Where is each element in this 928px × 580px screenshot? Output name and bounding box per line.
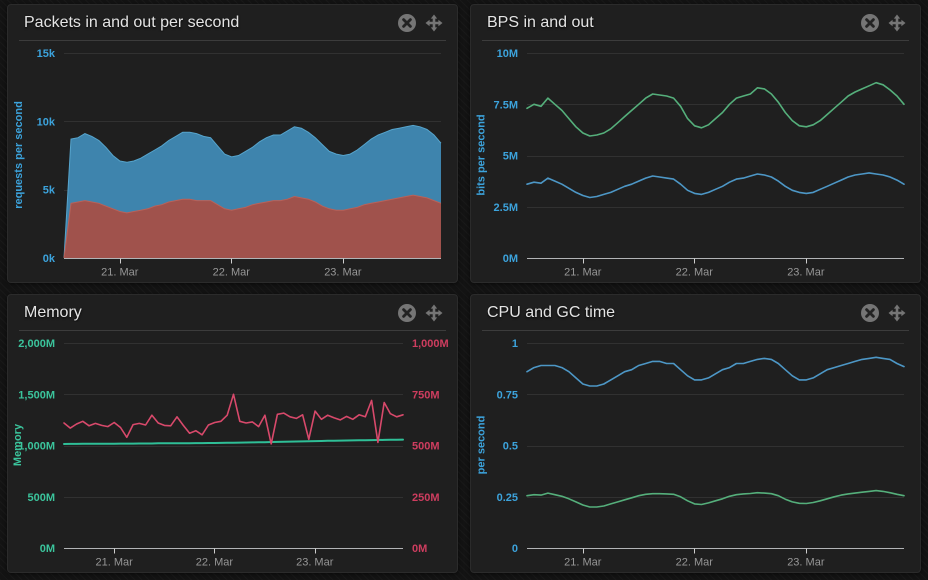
green-line-series [63, 438, 404, 445]
panel-title: Packets in and out per second [24, 14, 240, 31]
move-icon[interactable] [424, 303, 444, 323]
red-area-series [64, 195, 441, 259]
close-icon[interactable] [397, 303, 417, 323]
x-tick-label: 23. Mar [787, 557, 825, 569]
panel-title: BPS in and out [487, 14, 594, 31]
red-area-series-edge [63, 194, 442, 259]
y-tick-label: 0.5 [503, 441, 518, 453]
x-tick-label: 21. Mar [564, 267, 602, 279]
chart-plot[interactable]: 0M 500M 1,000M 1,500M 2,000M 0M 250M 500M 750M 1,… [8, 331, 457, 572]
y2-tick-label: 0M [412, 543, 427, 555]
y2-tick-label: 1,000M [412, 338, 449, 350]
x-tick-label: 21. Mar [101, 267, 139, 279]
y-tick-label: 7.5M [494, 99, 518, 111]
panel-title: CPU and GC time [487, 304, 616, 321]
panel-title: Memory [24, 304, 82, 321]
x-tick-label: 21. Mar [95, 557, 133, 569]
y-tick-label: 0.75 [497, 389, 518, 401]
y-tick-label: 1 [512, 338, 518, 350]
y-tick-label: 15k [37, 48, 56, 60]
panel-header: Memory [19, 295, 446, 331]
x-tick-label: 23. Mar [296, 557, 334, 569]
blue-area-series-edge [63, 124, 442, 259]
y2-tick-label: 500M [412, 441, 440, 453]
green-line-series [526, 489, 905, 508]
panel-actions [860, 303, 907, 323]
blue-line-series [526, 356, 905, 387]
y-tick-label: 2.5M [494, 202, 518, 214]
panel-actions [397, 13, 444, 33]
y-tick-label: 500M [27, 492, 55, 504]
close-icon[interactable] [860, 303, 880, 323]
chart-area: per second 0 0.25 0.5 0.75 1 21. Mar 22. Mar 23… [471, 331, 920, 572]
panel-bps: BPS in and out bits per second 0M 2.5M 5M 7… [470, 4, 921, 283]
close-icon[interactable] [397, 13, 417, 33]
y-tick-label: 1,000M [18, 441, 55, 453]
panel-header: CPU and GC time [482, 295, 909, 331]
blue-line-series [526, 172, 905, 199]
y-tick-label: 5M [503, 151, 518, 163]
y-tick-label: 0k [43, 253, 56, 265]
panel-memory: Memory Memory 0M 500M 1,000M 1,500M 2,000M 0M… [7, 294, 458, 573]
y-tick-label: 0.25 [497, 492, 518, 504]
y-tick-label: 10k [37, 116, 56, 128]
x-tick-label: 23. Mar [324, 267, 362, 279]
x-tick-label: 21. Mar [564, 557, 602, 569]
panel-packets: Packets in and out per second requests p… [7, 4, 458, 283]
y-tick-label: 0M [40, 543, 55, 555]
close-icon[interactable] [860, 13, 880, 33]
chart-plot[interactable]: 0M 2.5M 5M 7.5M 10M 21. Mar 22. Mar 23. Mar [471, 41, 920, 282]
y-tick-label: 0 [512, 543, 518, 555]
y2-tick-label: 250M [412, 492, 440, 504]
x-tick-label: 22. Mar [213, 267, 251, 279]
chart-plot[interactable]: 0 0.25 0.5 0.75 1 21. Mar 22. Mar 23. Mar [471, 331, 920, 572]
panel-header: Packets in and out per second [19, 5, 446, 41]
x-tick-label: 22. Mar [676, 267, 714, 279]
y-tick-label: 10M [497, 48, 518, 60]
move-icon[interactable] [424, 13, 444, 33]
x-tick-label: 23. Mar [787, 267, 825, 279]
y-tick-label: 1,500M [18, 389, 55, 401]
chart-area: bits per second 0M 2.5M 5M 7.5M 10M 21. Mar 22… [471, 41, 920, 282]
y-tick-label: 0M [503, 253, 518, 265]
panel-actions [860, 13, 907, 33]
chart-plot[interactable]: 0k 5k 10k 15k 21. Mar 22. Mar 23. Mar [8, 41, 457, 282]
green-line-series [526, 81, 905, 137]
x-tick-label: 22. Mar [196, 557, 234, 569]
chart-area: Memory 0M 500M 1,000M 1,500M 2,000M 0M 250M 500… [8, 331, 457, 572]
y-tick-label: 5k [43, 185, 56, 197]
panel-header: BPS in and out [482, 5, 909, 41]
move-icon[interactable] [887, 303, 907, 323]
x-tick-label: 22. Mar [676, 557, 714, 569]
pink-line-series [63, 393, 404, 445]
chart-area: requests per second 0k 5k 10k 15k 21. Mar 22.… [8, 41, 457, 282]
y2-tick-label: 750M [412, 389, 440, 401]
move-icon[interactable] [887, 13, 907, 33]
panel-cpu: CPU and GC time per second 0 0.25 0.5 0.75 1… [470, 294, 921, 573]
panel-actions [397, 303, 444, 323]
y-tick-label: 2,000M [18, 338, 55, 350]
